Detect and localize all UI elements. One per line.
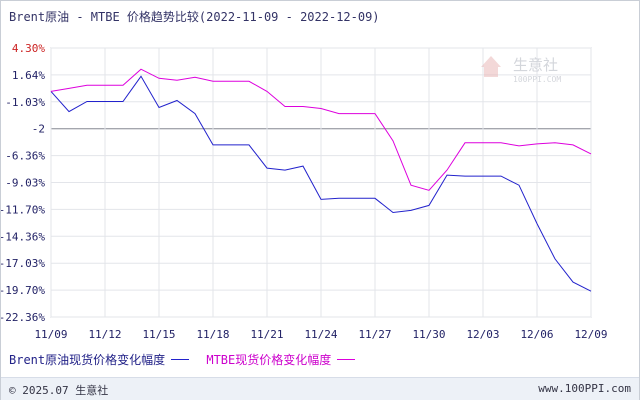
x-tick-label: 11/18 [196, 328, 229, 341]
y-tick-label: -6.36% [5, 150, 45, 163]
legend-item-mtbe: MTBE现货价格变化幅度 [206, 351, 356, 368]
line-chart: 生意社 100PPI.COM 4.30% 1.64% -1.03% -2 -6.36% -… [1, 42, 608, 341]
watermark-text: 生意社 [513, 56, 558, 74]
house-logo-icon [481, 56, 501, 77]
series-line-brent [50, 75, 592, 292]
footer-site-link[interactable]: www.100PPI.com [538, 382, 631, 395]
x-tick-label: 11/12 [88, 328, 121, 341]
y-axis-ticks: 4.30% 1.64% -1.03% -2 -6.36% -9.03% -11.70% -14… [1, 42, 45, 324]
series-line-mtbe [50, 68, 592, 191]
footer-bar: © 2025.07 生意社 www.100PPI.com [1, 377, 639, 400]
x-tick-label: 11/30 [412, 328, 445, 341]
x-tick-label: 11/24 [304, 328, 337, 341]
x-axis-ticks: 11/09 11/12 11/15 11/18 11/21 11/24 11/27 11/30… [34, 328, 607, 341]
series-lines [50, 68, 592, 292]
y-tick-label: -2 [32, 123, 45, 136]
footer-copyright: © 2025.07 生意社 [9, 384, 109, 397]
y-tick-label: -1.03% [5, 96, 45, 109]
y-tick-label: -9.03% [5, 177, 45, 190]
y-tick-label: 4.30% [12, 42, 45, 55]
chart-legend: Brent原油现货价格变化幅度 MTBE现货价格变化幅度 [9, 351, 365, 368]
chart-title: Brent原油 - MTBE 价格趋势比较(2022-11-09 - 2022-… [9, 10, 380, 24]
y-tick-label: -17.03% [1, 257, 45, 270]
legend-swatch-mtbe [337, 359, 356, 360]
x-tick-label: 11/15 [142, 328, 175, 341]
x-tick-label: 11/21 [250, 328, 283, 341]
watermark-subtext: 100PPI.COM [513, 75, 561, 84]
y-tick-label: -22.36% [1, 311, 45, 324]
y-tick-label: -19.70% [1, 284, 45, 297]
y-tick-label: -14.36% [1, 230, 45, 243]
y-tick-label: 1.64% [12, 69, 45, 82]
grid-lines [50, 47, 592, 318]
x-tick-label: 12/09 [574, 328, 607, 341]
x-tick-label: 12/06 [520, 328, 553, 341]
x-tick-label: 12/03 [466, 328, 499, 341]
legend-swatch-brent [171, 359, 190, 360]
x-tick-label: 11/27 [358, 328, 391, 341]
legend-label-brent: Brent原油现货价格变化幅度 [9, 353, 166, 367]
legend-label-mtbe: MTBE现货价格变化幅度 [206, 353, 332, 367]
legend-item-brent: Brent原油现货价格变化幅度 [9, 351, 190, 368]
y-tick-label: -11.70% [1, 203, 45, 216]
watermark-logo: 生意社 100PPI.COM [481, 56, 561, 84]
x-tick-label: 11/09 [34, 328, 67, 341]
